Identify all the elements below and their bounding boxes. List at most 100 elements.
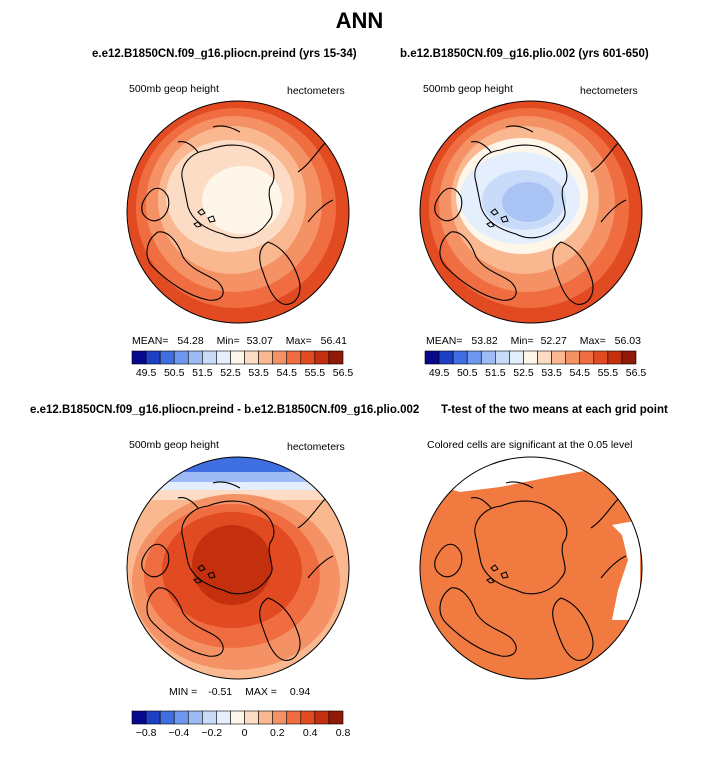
panel-4-title: T-test of the two means at each grid poi… <box>441 404 668 416</box>
colorbar-2-swatch <box>452 350 468 365</box>
panel-2-title: b.e12.B1850CN.f09_g16.plio.002 (yrs 601-… <box>400 48 649 60</box>
panel-3-max-value: 0.94 <box>289 686 311 698</box>
colorbar-3-swatch <box>131 710 147 725</box>
panel-1-title: e.e12.B1850CN.f09_g16.pliocn.preind (yrs… <box>92 48 357 60</box>
colorbar-3-tick-label: 0.8 <box>336 727 351 739</box>
panel-3-map <box>127 457 349 679</box>
colorbar-3-swatch <box>202 710 217 725</box>
colorbar-1-swatch <box>145 350 161 365</box>
colorbar-2-swatch <box>424 350 440 365</box>
colorbar-2-swatch <box>607 350 623 365</box>
panel-2-max-label: Max= <box>579 335 606 347</box>
panel-1-stats: MEAN= 54.28 Min= 53.07 Max= 56.41 <box>132 335 347 347</box>
colorbar-1-swatch <box>286 350 302 365</box>
colorbar-1-swatch <box>300 350 316 365</box>
colorbar-3-swatch <box>286 710 302 725</box>
colorbar-1-swatch <box>272 350 288 365</box>
panel-2-stats: MEAN= 53.82 Min= 52.27 Max= 56.03 <box>426 335 641 347</box>
colorbar-3-tick-label: 0 <box>242 727 248 739</box>
colorbar-2-swatch <box>523 350 538 365</box>
colorbar-2-swatch <box>438 350 454 365</box>
colorbar-2-swatch <box>495 350 510 365</box>
colorbar-1-tick-label: 55.5 <box>305 367 326 379</box>
panel-3-units-label: hectometers <box>287 441 345 453</box>
panel-3-title: e.e12.B1850CN.f09_g16.pliocn.preind - b.… <box>30 404 420 416</box>
colorbar-2-swatch <box>593 350 609 365</box>
panel-1-mean-value: 54.28 <box>177 335 204 347</box>
colorbar-1-tick-label: 54.5 <box>277 367 298 379</box>
colorbar-2-swatch <box>579 350 595 365</box>
colorbar-3-swatch <box>187 710 203 725</box>
panel-3-min-label: MIN = <box>169 686 198 698</box>
colorbar-3-swatch <box>159 710 175 725</box>
colorbar-1-swatch <box>244 350 259 365</box>
panel-3-map-border <box>126 456 350 680</box>
panel-1-units-label: hectometers <box>287 85 345 97</box>
colorbar-3-tick-label: −0.4 <box>169 727 190 739</box>
panel-3-min-value: -0.51 <box>208 686 233 698</box>
panel-1-max-label: Max= <box>285 335 312 347</box>
panel-2-min-value: 52.27 <box>540 335 567 347</box>
colorbar-3-swatch <box>173 710 189 725</box>
colorbar-1-swatch <box>216 350 231 365</box>
panel-2-mean-value: 53.82 <box>471 335 498 347</box>
colorbar-1-tick-label: 53.5 <box>248 367 269 379</box>
panel-1-min-label: Min= <box>216 335 240 347</box>
colorbar-1-swatch <box>187 350 203 365</box>
panel-2-map <box>420 101 642 323</box>
colorbar-3-swatch <box>145 710 161 725</box>
colorbar-3-swatch <box>328 710 344 725</box>
panel-3-variable-label: 500mb geop height <box>129 439 219 451</box>
figure-title: ANN <box>335 8 384 33</box>
colorbar-3-tick-label: 0.4 <box>303 727 318 739</box>
colorbar-3-swatch <box>230 710 245 725</box>
colorbar-2-tick-label: 55.5 <box>598 367 619 379</box>
colorbar-1-tick-label: 52.5 <box>220 367 241 379</box>
panel-2-units-label: hectometers <box>580 85 638 97</box>
colorbar-1-swatch <box>314 350 330 365</box>
panel-4-map-border <box>419 456 643 680</box>
colorbar-panel-1: 49.5 50.5 51.5 52.5 53.5 54.5 55.5 56.5 <box>131 350 354 379</box>
panel-2-mean-label: MEAN= <box>426 335 463 347</box>
colorbar-2-tick-label: 53.5 <box>541 367 562 379</box>
colorbar-2-tick-label: 49.5 <box>429 367 450 379</box>
colorbar-3-tick-label: −0.2 <box>201 727 222 739</box>
colorbar-1-swatch <box>202 350 217 365</box>
panel-3-max-label: MAX = <box>245 686 277 698</box>
colorbar-2-swatch <box>509 350 524 365</box>
panel-1-map <box>127 101 349 323</box>
colorbar-1-swatch <box>230 350 245 365</box>
colorbar-2-tick-label: 52.5 <box>513 367 534 379</box>
colorbar-2-swatch <box>551 350 566 365</box>
colorbar-2-swatch <box>480 350 496 365</box>
panel-1-map-border <box>126 100 350 324</box>
colorbar-panel-2: 49.5 50.5 51.5 52.5 53.5 54.5 55.5 56.5 <box>424 350 647 379</box>
colorbar-1-tick-label: 50.5 <box>164 367 185 379</box>
colorbar-1-tick-label: 56.5 <box>333 367 354 379</box>
panel-2-max-value: 56.03 <box>614 335 641 347</box>
panel-2-min-label: Min= <box>510 335 534 347</box>
colorbar-3-swatch <box>244 710 259 725</box>
colorbar-1-tick-label: 49.5 <box>136 367 157 379</box>
panel-3-stats: MIN = -0.51 MAX = 0.94 <box>169 686 310 698</box>
panel-2-variable-label: 500mb geop height <box>423 83 513 95</box>
colorbar-2-tick-label: 51.5 <box>485 367 506 379</box>
colorbar-3-swatch <box>216 710 231 725</box>
panel-1-variable-label: 500mb geop height <box>129 83 219 95</box>
panel-1-max-value: 56.41 <box>320 335 347 347</box>
panel-4-note-label: Colored cells are significant at the 0.0… <box>427 439 633 451</box>
colorbar-2-swatch <box>466 350 482 365</box>
colorbar-2-tick-label: 54.5 <box>570 367 591 379</box>
colorbar-3-tick-label: −0.8 <box>136 727 157 739</box>
panel-4-map <box>420 457 642 679</box>
panel-1-min-value: 53.07 <box>246 335 273 347</box>
colorbar-1-swatch <box>328 350 344 365</box>
colorbar-1-swatch <box>173 350 189 365</box>
colorbar-3-swatch <box>272 710 288 725</box>
colorbar-panel-3: −0.8 −0.4 −0.2 0 0.2 0.4 0.8 <box>131 710 351 739</box>
colorbar-3-swatch <box>258 710 273 725</box>
colorbar-2-tick-label: 56.5 <box>626 367 647 379</box>
colorbar-1-swatch <box>258 350 273 365</box>
colorbar-3-swatch <box>300 710 316 725</box>
